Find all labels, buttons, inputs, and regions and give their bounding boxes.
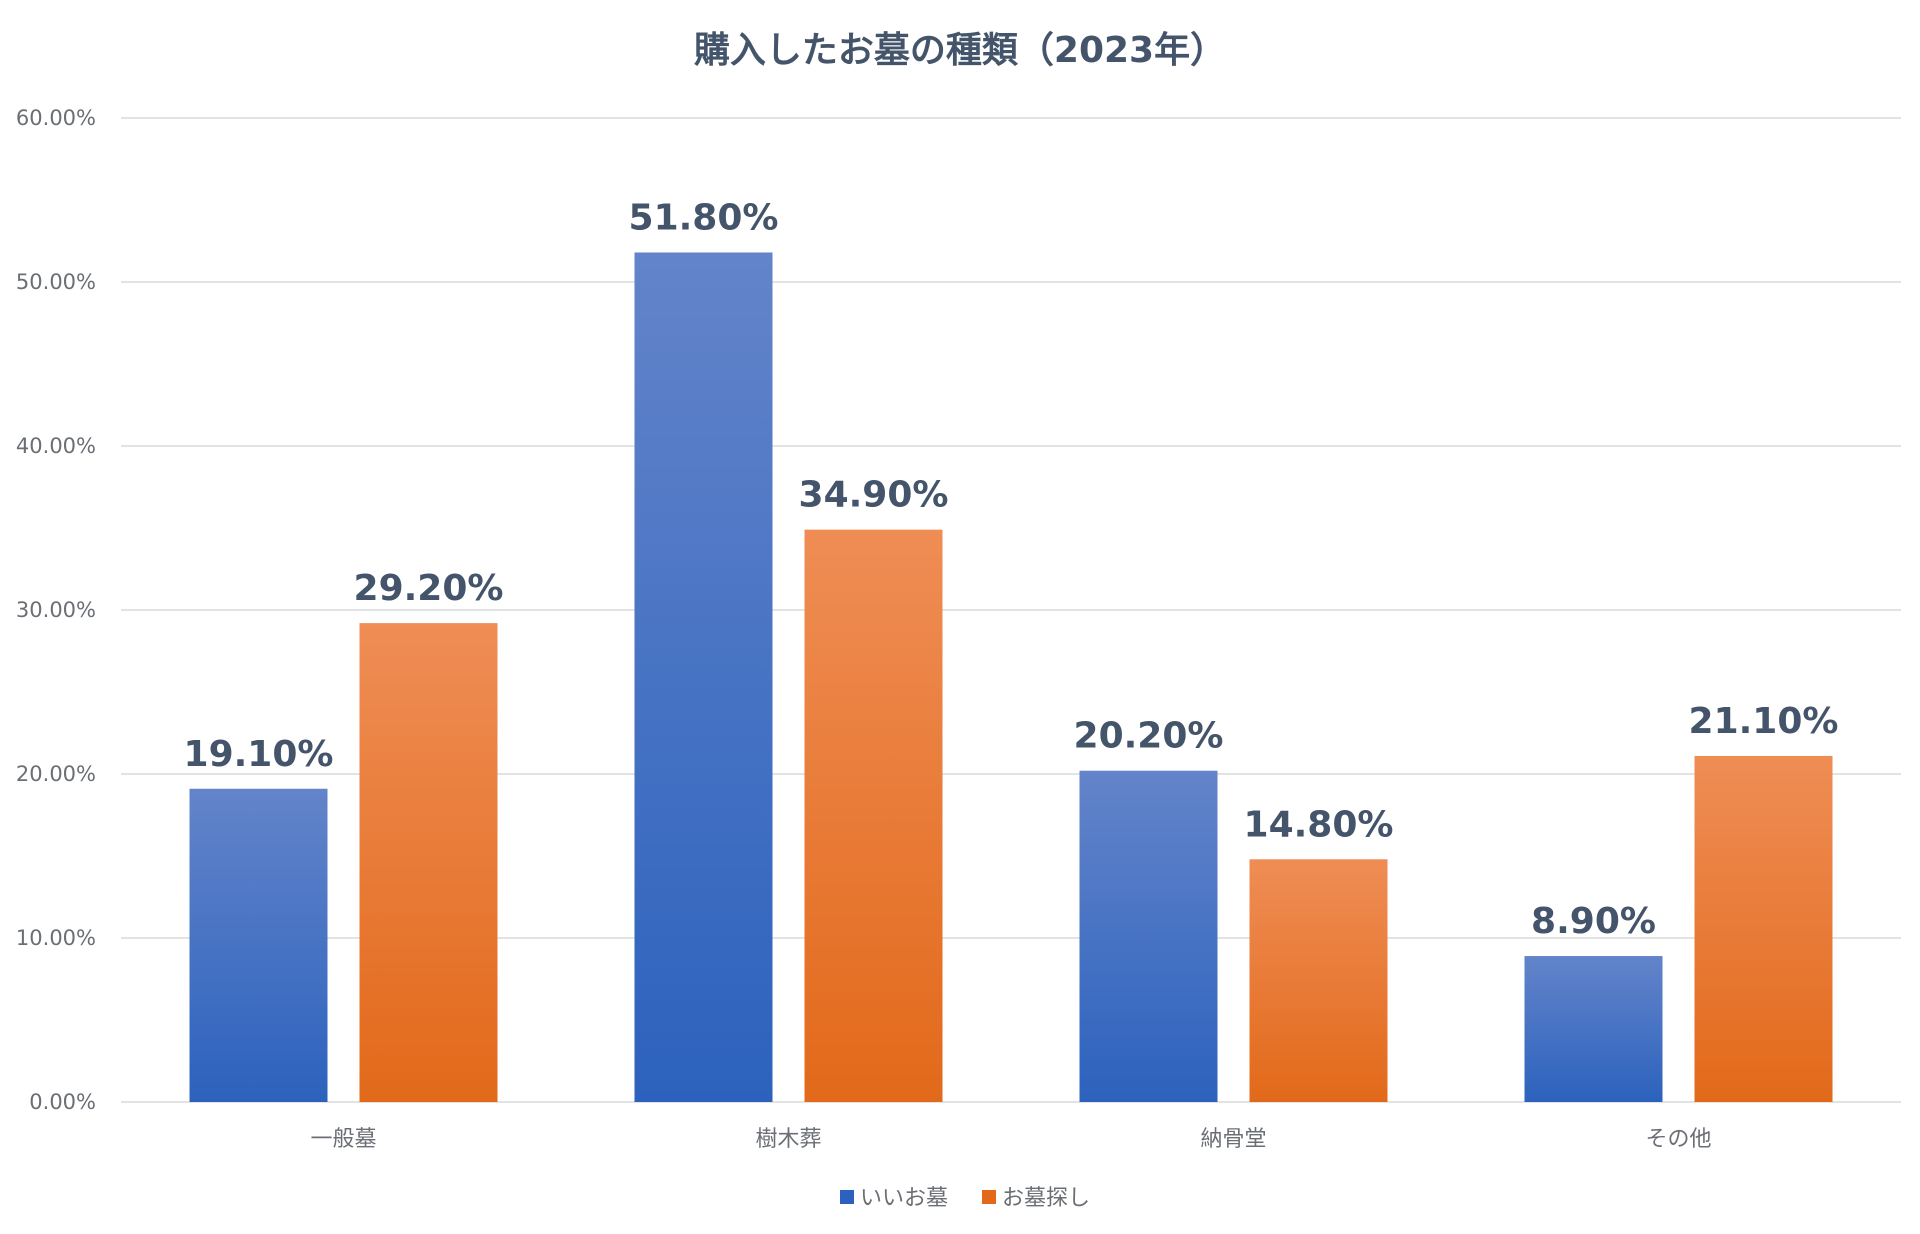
data-label: 19.10% [184, 734, 334, 775]
bar-iiohaka [1524, 956, 1663, 1102]
data-label: 8.90% [1531, 901, 1656, 942]
data-label: 20.20% [1074, 716, 1224, 757]
data-label: 34.90% [799, 475, 949, 516]
y-tick-label: 60.00% [16, 106, 96, 130]
data-label: 21.10% [1689, 701, 1839, 742]
y-tick-label: 50.00% [16, 270, 96, 294]
x-category-label: 樹木葬 [755, 1127, 821, 1152]
data-label: 29.20% [354, 568, 504, 609]
legend-swatch [840, 1190, 854, 1204]
legend-label: お墓探し [1002, 1186, 1090, 1211]
x-category-label: 一般墓 [310, 1127, 376, 1152]
bar-ohakasagashi [1249, 859, 1388, 1102]
bar-iiohaka [634, 252, 773, 1103]
y-tick-label: 10.00% [16, 926, 96, 950]
y-tick-label: 0.00% [29, 1090, 96, 1114]
bar-ohakasagashi [1694, 755, 1833, 1102]
bar-ohakasagashi [359, 623, 498, 1102]
chart-title: 購入したお墓の種類（2023年） [694, 30, 1226, 71]
bar-iiohaka [1079, 770, 1218, 1102]
y-tick-label: 30.00% [16, 598, 96, 622]
bar-iiohaka [189, 788, 328, 1102]
data-label: 51.80% [629, 197, 779, 238]
legend-label: いいお墓 [860, 1186, 948, 1211]
legend-swatch [982, 1190, 996, 1204]
data-label: 14.80% [1244, 804, 1394, 845]
bar-ohakasagashi [804, 529, 943, 1102]
x-category-label: その他 [1645, 1127, 1711, 1152]
y-tick-label: 40.00% [16, 434, 96, 458]
y-tick-label: 20.00% [16, 762, 96, 786]
x-category-label: 納骨堂 [1200, 1127, 1266, 1152]
